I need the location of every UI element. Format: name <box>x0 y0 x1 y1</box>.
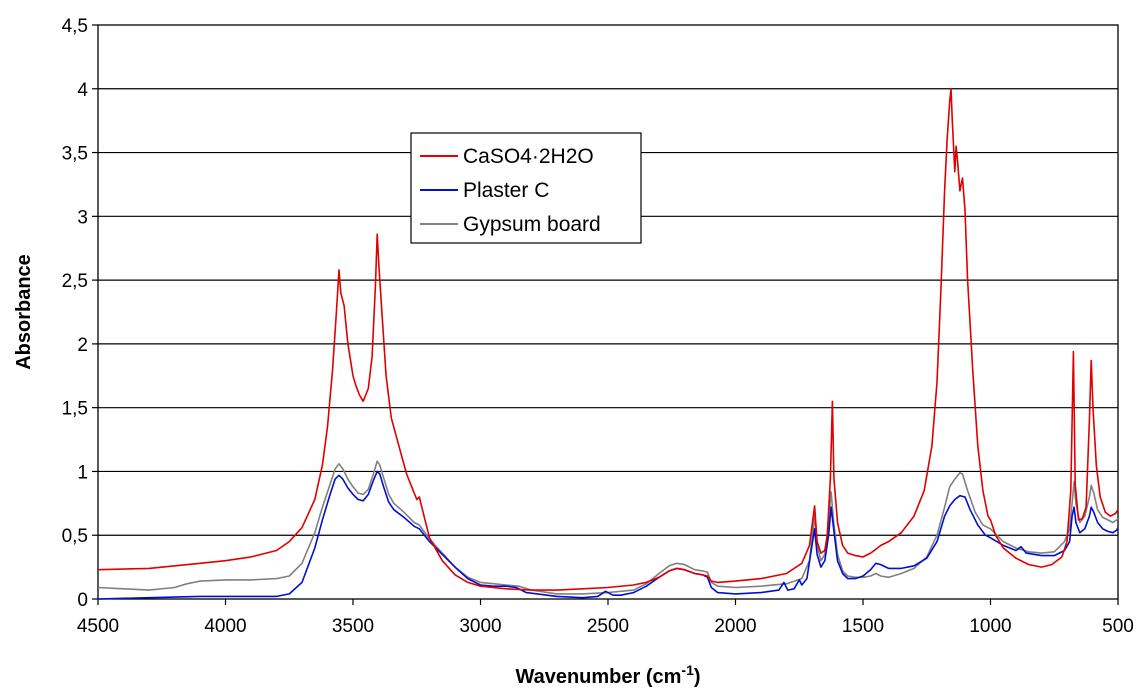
series-gypsum-board <box>97 460 1119 595</box>
x-tick-label: 4000 <box>204 616 246 637</box>
x-tick-label: 500 <box>1102 616 1134 637</box>
x-axis-title-main: Wavenumber (cm <box>515 666 681 688</box>
y-tick-label: 0 <box>77 590 88 611</box>
x-tick-label: 3500 <box>332 616 374 637</box>
x-tick-label: 2000 <box>714 616 756 637</box>
legend-label-caso4: CaSO4·2H2O <box>463 145 594 168</box>
legend-label-plaster-c: Plaster C <box>463 179 549 202</box>
x-tick-label: 4500 <box>77 616 119 637</box>
x-axis-ticks: 4500 4000 3500 3000 2500 2000 1500 1000 500 <box>77 599 1134 637</box>
y-tick-label: 1 <box>77 462 88 483</box>
y-tick-label: 4 <box>77 80 88 101</box>
plot-area-frame <box>97 24 1119 600</box>
y-tick-label: 2 <box>77 335 88 356</box>
series-lines <box>97 88 1119 600</box>
y-tick-label: 4,5 <box>62 16 88 37</box>
series-caso4-2h2o <box>97 88 1119 591</box>
x-tick-label: 1500 <box>842 616 884 637</box>
y-tick-label: 2,5 <box>62 271 88 292</box>
y-tick-label: 3 <box>77 207 88 228</box>
y-tick-label: 1,5 <box>62 399 88 420</box>
series-plaster-c <box>97 470 1119 600</box>
x-axis-title: Wavenumber (cm-1) <box>515 662 700 688</box>
x-axis-title-close: ) <box>694 666 701 688</box>
x-tick-label: 3000 <box>459 616 501 637</box>
x-tick-label: 1000 <box>969 616 1011 637</box>
y-axis-title: Absorbance <box>13 254 35 370</box>
y-tick-label: 0,5 <box>62 526 88 547</box>
x-axis-title-superscript: -1 <box>681 662 694 678</box>
x-tick-label: 2500 <box>587 616 629 637</box>
legend-label-gypsum-board: Gypsum board <box>463 213 601 236</box>
y-axis-ticks: 0 0,5 1 1,5 2 2,5 3 3,5 4 4,5 <box>62 16 98 611</box>
legend: CaSO4·2H2O Plaster C Gypsum board <box>410 132 642 244</box>
y-tick-label: 3,5 <box>62 144 88 165</box>
